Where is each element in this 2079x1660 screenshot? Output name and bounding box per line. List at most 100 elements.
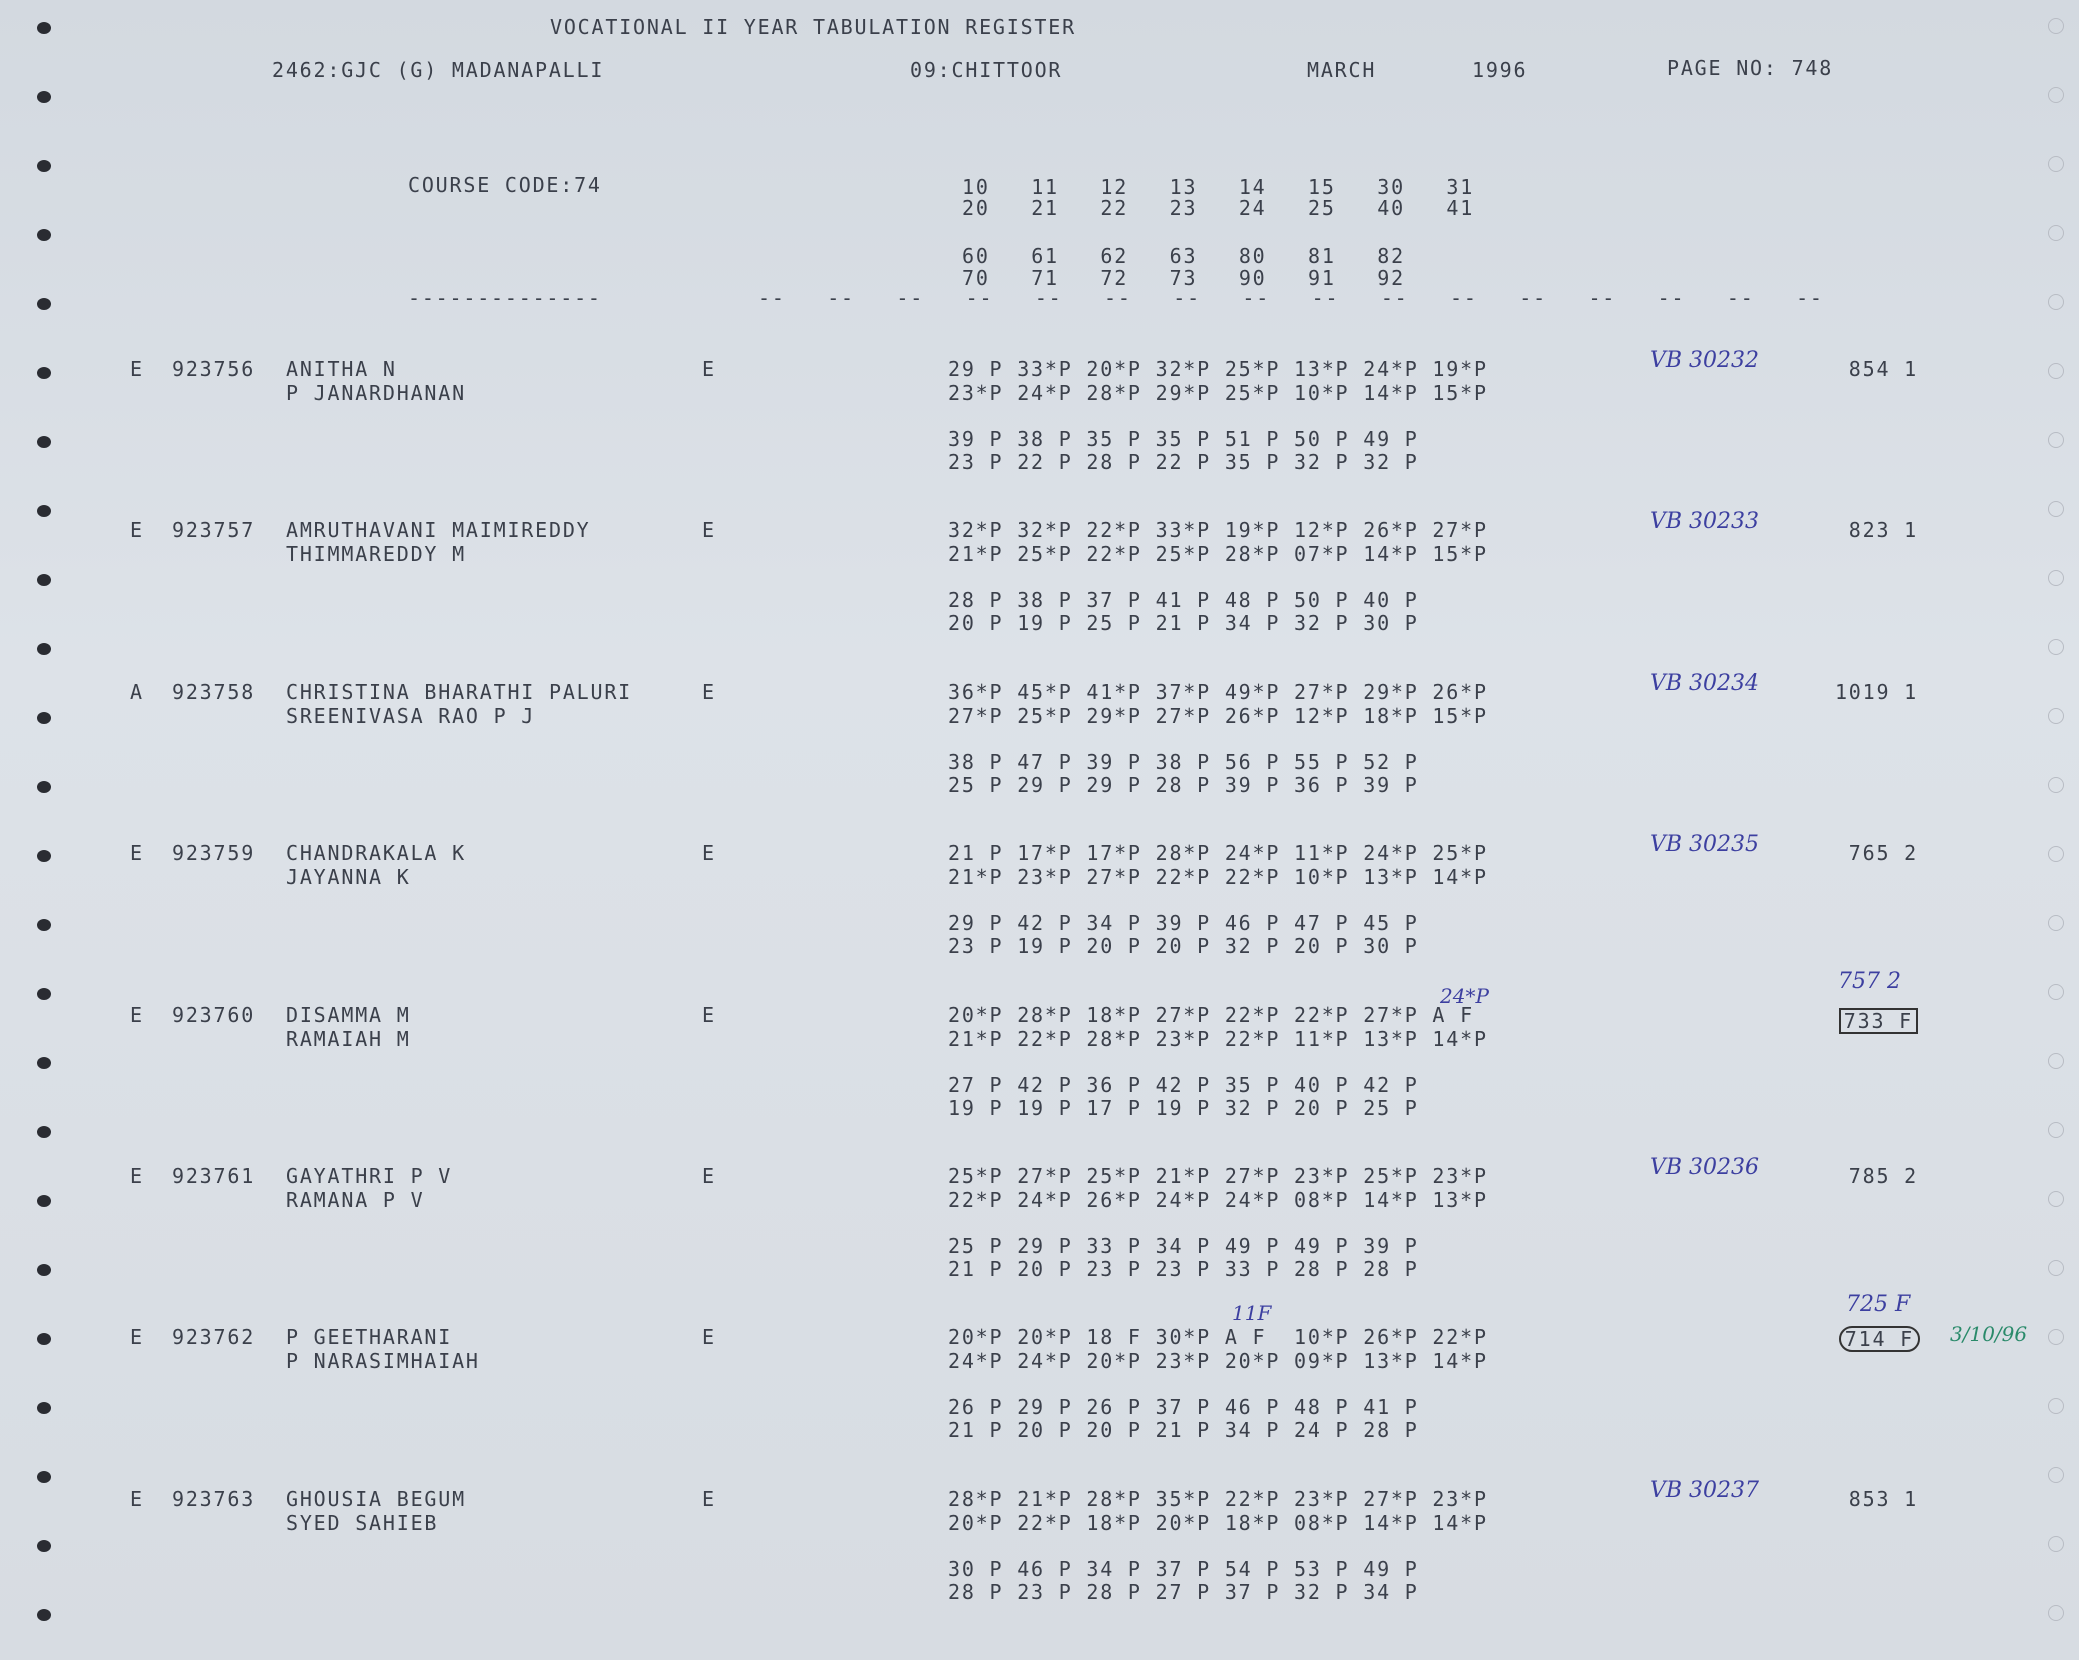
marks-row: 19 P 19 P 17 P 19 P 32 P 20 P 25 P bbox=[948, 1095, 1419, 1120]
parent-name: P JANARDHANAN bbox=[286, 381, 466, 405]
student-name: DISAMMA M bbox=[286, 1002, 411, 1027]
reference-number: VB 30232 bbox=[1650, 348, 1760, 373]
status: E bbox=[130, 518, 144, 543]
parent-name: SYED SAHIEB bbox=[286, 1510, 439, 1535]
student-name: ANITHA N bbox=[286, 357, 397, 381]
subject-codes: 10 11 12 13 14 15 30 31 bbox=[962, 175, 1475, 199]
punch-hole bbox=[37, 574, 51, 586]
margin-hole bbox=[2048, 294, 2064, 310]
marks-row: 21 P 17*P 17*P 28*P 24*P 11*P 24*P 25*P bbox=[948, 841, 1488, 866]
roll-number: 923759 bbox=[172, 841, 256, 866]
total: 765 2 bbox=[1848, 841, 1918, 866]
margin-hole bbox=[2048, 1260, 2064, 1276]
margin-hole bbox=[2048, 708, 2064, 724]
marks-row: 20*P 28*P 18*P 27*P 22*P 22*P 27*P A F bbox=[948, 1002, 1474, 1027]
total: 714 F bbox=[1838, 1326, 1920, 1353]
parent-name: RAMANA P V bbox=[286, 1188, 425, 1212]
medium: E bbox=[702, 1164, 716, 1188]
marks-row: 39 P 38 P 35 P 35 P 51 P 50 P 49 P bbox=[948, 427, 1419, 451]
total-correction: 725 F bbox=[1846, 1292, 1911, 1317]
marks-row: 25 P 29 P 33 P 34 P 49 P 49 P 39 P bbox=[948, 1234, 1419, 1258]
reference-number: VB 30235 bbox=[1650, 832, 1760, 858]
roll-number: 923761 bbox=[172, 1164, 256, 1188]
marks-row: 21*P 23*P 27*P 22*P 22*P 10*P 13*P 14*P bbox=[948, 865, 1488, 890]
rule: -------------- bbox=[408, 286, 602, 310]
status: E bbox=[130, 841, 144, 866]
margin-hole bbox=[2048, 87, 2064, 103]
student-name: AMRUTHAVANI MAIMIREDDY bbox=[286, 518, 591, 543]
punch-hole bbox=[37, 298, 51, 310]
margin-hole bbox=[2048, 432, 2064, 448]
subject-codes: 20 21 22 23 24 25 40 41 bbox=[962, 196, 1475, 220]
marks-row: 21 P 20 P 20 P 21 P 34 P 24 P 28 P bbox=[948, 1418, 1419, 1443]
margin-hole bbox=[2048, 156, 2064, 172]
marks-row: 20*P 20*P 18 F 30*P A F 10*P 26*P 22*P bbox=[948, 1325, 1488, 1350]
parent-name: THIMMAREDDY M bbox=[286, 542, 466, 567]
roll-number: 923760 bbox=[172, 1002, 256, 1027]
total: 1019 1 bbox=[1834, 679, 1918, 704]
marks-row: 23 P 22 P 28 P 22 P 35 P 32 P 32 P bbox=[948, 450, 1419, 474]
mark-correction: 24*P bbox=[1440, 984, 1489, 1008]
mark-correction: 11F bbox=[1232, 1301, 1272, 1325]
punch-hole bbox=[37, 1471, 51, 1483]
student-name: CHANDRAKALA K bbox=[286, 841, 466, 866]
punch-hole bbox=[37, 1195, 51, 1207]
district: 09:CHITTOOR bbox=[910, 58, 1063, 82]
margin-hole bbox=[2048, 1329, 2064, 1345]
status: E bbox=[130, 1325, 144, 1350]
total: 823 1 bbox=[1848, 518, 1918, 543]
marks-row: 22*P 24*P 26*P 24*P 24*P 08*P 14*P 13*P bbox=[948, 1188, 1488, 1212]
marks-row: 20 P 19 P 25 P 21 P 34 P 32 P 30 P bbox=[948, 611, 1419, 636]
margin-hole bbox=[2048, 1053, 2064, 1069]
marks-row: 27 P 42 P 36 P 42 P 35 P 40 P 42 P bbox=[948, 1072, 1419, 1097]
medium: E bbox=[702, 1325, 716, 1350]
marks-row: 21*P 25*P 22*P 25*P 28*P 07*P 14*P 15*P bbox=[948, 542, 1488, 567]
total: 853 1 bbox=[1848, 1486, 1918, 1511]
student-name: CHRISTINA BHARATHI PALURI bbox=[286, 679, 633, 704]
margin-hole bbox=[2048, 501, 2064, 517]
margin-hole bbox=[2048, 639, 2064, 655]
punch-hole bbox=[37, 91, 51, 103]
punch-hole bbox=[37, 229, 51, 241]
reference-number: VB 30237 bbox=[1650, 1477, 1760, 1503]
margin-hole bbox=[2048, 1398, 2064, 1414]
status: E bbox=[130, 1164, 144, 1188]
total: 785 2 bbox=[1848, 1164, 1918, 1188]
punch-hole bbox=[37, 367, 51, 379]
course-code: COURSE CODE:74 bbox=[408, 173, 602, 197]
punch-hole bbox=[37, 919, 51, 931]
punch-hole bbox=[37, 850, 51, 862]
marks-row: 20*P 22*P 18*P 20*P 18*P 08*P 14*P 14*P bbox=[948, 1510, 1488, 1535]
punch-hole bbox=[37, 436, 51, 448]
margin-hole bbox=[2048, 1605, 2064, 1621]
subject-codes: 70 71 72 73 90 91 92 bbox=[962, 266, 1405, 290]
medium: E bbox=[702, 679, 716, 704]
punch-hole bbox=[37, 781, 51, 793]
medium: E bbox=[702, 518, 716, 543]
punch-hole bbox=[37, 505, 51, 517]
roll-number: 923763 bbox=[172, 1486, 256, 1511]
margin-hole bbox=[2048, 915, 2064, 931]
margin-hole bbox=[2048, 1467, 2064, 1483]
status: E bbox=[130, 1002, 144, 1027]
marks-row: 29 P 42 P 34 P 39 P 46 P 47 P 45 P bbox=[948, 911, 1419, 936]
marks-row: 21*P 22*P 28*P 23*P 22*P 11*P 13*P 14*P bbox=[948, 1026, 1488, 1051]
punch-hole bbox=[37, 1540, 51, 1552]
marks-row: 26 P 29 P 26 P 37 P 46 P 48 P 41 P bbox=[948, 1395, 1419, 1420]
college: 2462:GJC (G) MADANAPALLI bbox=[272, 58, 605, 82]
margin-hole bbox=[2048, 777, 2064, 793]
punch-hole bbox=[37, 1126, 51, 1138]
medium: E bbox=[702, 1486, 716, 1511]
punch-hole bbox=[37, 643, 51, 655]
student-name: GAYATHRI P V bbox=[286, 1164, 453, 1188]
punch-hole bbox=[37, 1609, 51, 1621]
marks-row: 21 P 20 P 23 P 23 P 33 P 28 P 28 P bbox=[948, 1257, 1419, 1281]
punch-hole bbox=[37, 1333, 51, 1345]
marks-row: 24*P 24*P 20*P 23*P 20*P 09*P 13*P 14*P bbox=[948, 1349, 1488, 1374]
marks-row: 36*P 45*P 41*P 37*P 49*P 27*P 29*P 26*P bbox=[948, 679, 1488, 704]
roll-number: 923762 bbox=[172, 1325, 256, 1350]
total: 733 F bbox=[1838, 1007, 1918, 1034]
punch-hole bbox=[37, 1057, 51, 1069]
marks-row: 38 P 47 P 39 P 38 P 56 P 55 P 52 P bbox=[948, 749, 1419, 774]
